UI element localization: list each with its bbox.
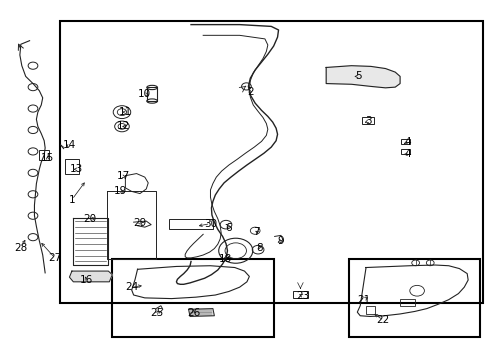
Text: 16: 16 <box>80 275 93 285</box>
Bar <box>400 149 409 154</box>
Text: 2: 2 <box>246 87 253 98</box>
Polygon shape <box>188 309 214 316</box>
Text: 4: 4 <box>403 138 410 148</box>
Polygon shape <box>69 271 112 282</box>
Text: 5: 5 <box>355 71 361 81</box>
Text: 6: 6 <box>225 223 232 233</box>
Bar <box>60 21 482 303</box>
Text: 27: 27 <box>48 253 61 263</box>
Text: 15: 15 <box>41 153 54 163</box>
Text: 25: 25 <box>150 308 163 318</box>
Text: 30: 30 <box>203 219 217 229</box>
Bar <box>348 258 479 337</box>
Bar <box>362 117 373 123</box>
Text: 22: 22 <box>376 315 389 325</box>
Polygon shape <box>325 66 399 88</box>
Bar <box>64 158 79 174</box>
Text: 11: 11 <box>119 107 132 117</box>
Text: 9: 9 <box>277 236 284 246</box>
Text: 10: 10 <box>138 89 151 99</box>
Bar <box>400 139 409 144</box>
Text: 4: 4 <box>403 149 410 159</box>
Text: 28: 28 <box>14 243 27 253</box>
Text: 17: 17 <box>116 171 129 181</box>
Text: 20: 20 <box>83 214 96 224</box>
Text: 24: 24 <box>125 282 138 292</box>
Text: 12: 12 <box>117 121 130 131</box>
Text: 19: 19 <box>114 186 127 196</box>
Text: 3: 3 <box>365 116 371 126</box>
Text: 7: 7 <box>253 227 260 237</box>
Bar <box>39 150 49 160</box>
Text: 1: 1 <box>68 195 75 204</box>
Bar <box>366 306 374 314</box>
Text: 8: 8 <box>255 243 262 253</box>
Bar <box>292 291 307 298</box>
Text: 13: 13 <box>70 164 83 174</box>
Text: 21: 21 <box>356 295 369 305</box>
Bar <box>146 87 157 101</box>
Bar <box>112 258 273 337</box>
Bar <box>399 298 414 306</box>
Text: 29: 29 <box>133 218 146 228</box>
Text: 26: 26 <box>186 308 200 318</box>
Text: 23: 23 <box>296 291 309 301</box>
Text: 18: 18 <box>218 253 231 264</box>
Text: 14: 14 <box>62 140 76 150</box>
Bar <box>169 219 212 229</box>
